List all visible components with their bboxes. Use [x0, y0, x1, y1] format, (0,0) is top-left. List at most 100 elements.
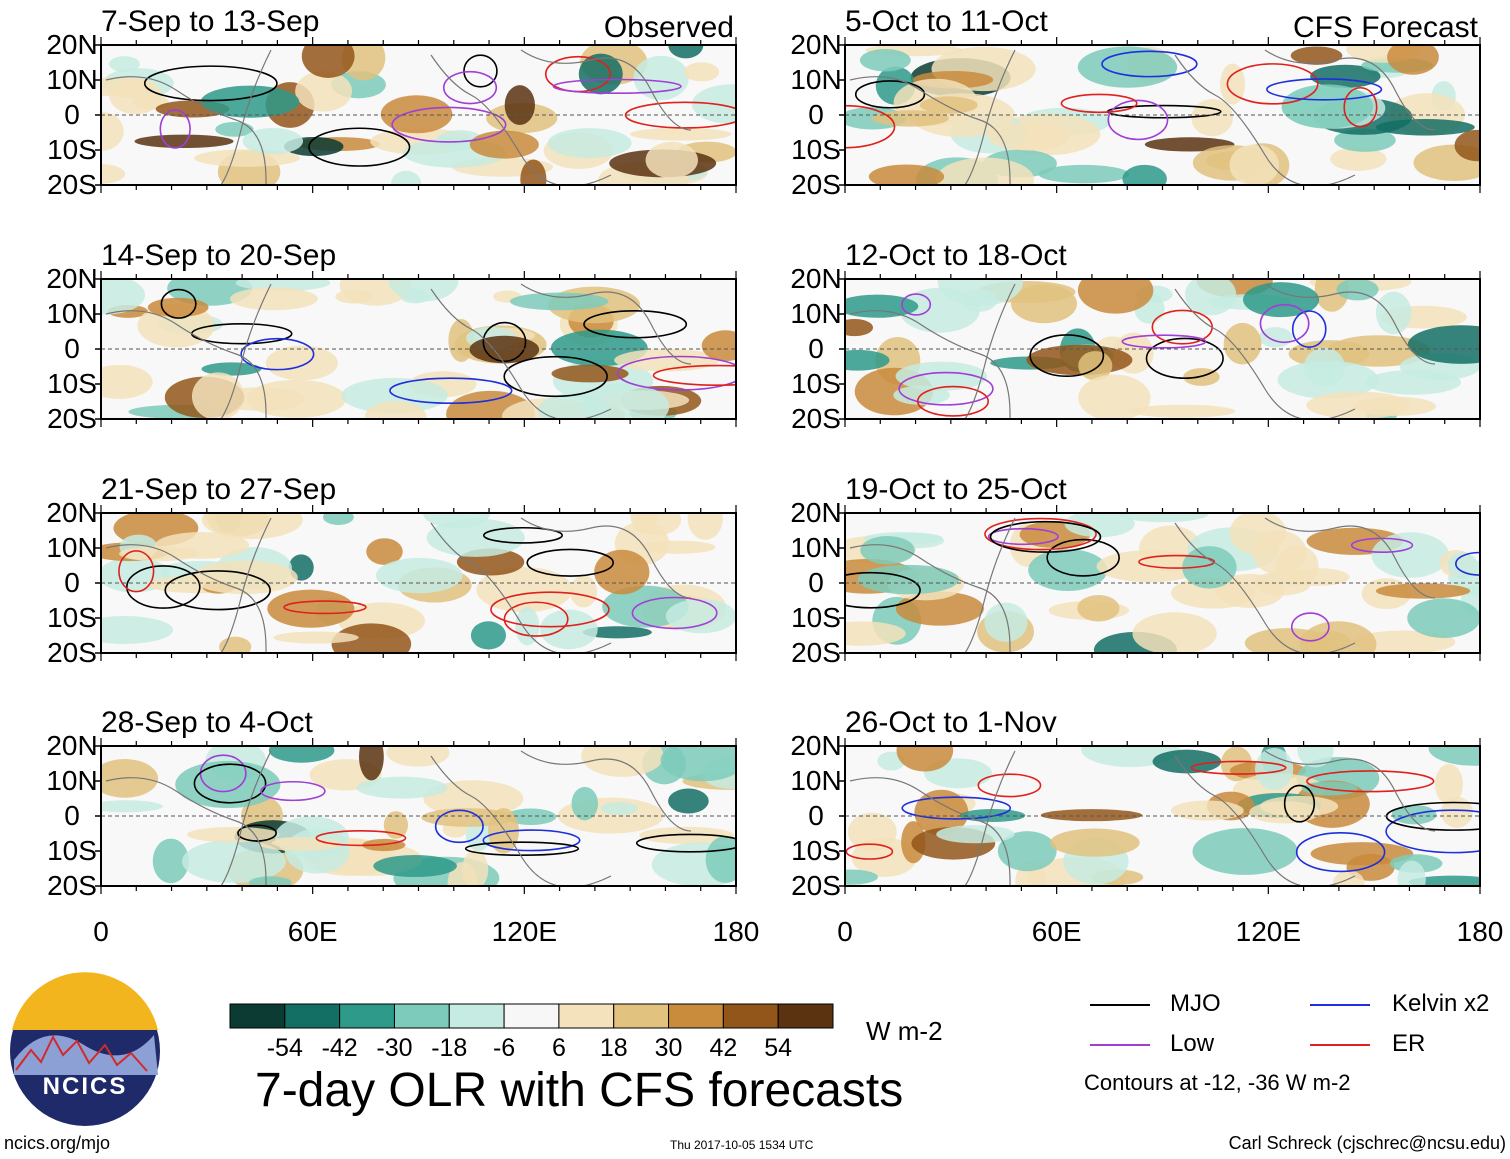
wave-contour [1291, 310, 1327, 348]
wave-contour [916, 385, 990, 417]
olr-anomaly-blob [246, 379, 347, 418]
colorbar-swatch [229, 1003, 286, 1029]
coastline [430, 288, 612, 419]
y-tick-label: 10N [790, 298, 841, 329]
olr-anomaly-blob [987, 122, 1070, 151]
olr-anomaly-blob [1258, 327, 1293, 348]
y-tick-label: 20S [791, 403, 841, 434]
olr-anomaly-blob [469, 335, 540, 364]
olr-anomaly-blob [1077, 279, 1154, 314]
olr-anomaly-blob [868, 164, 945, 185]
olr-anomaly-blob [668, 788, 709, 814]
olr-anomaly-blob [322, 513, 354, 525]
y-tick-label: 0 [808, 800, 824, 831]
y-tick-label: 20N [46, 263, 97, 294]
olr-anomaly-blob [914, 789, 969, 836]
olr-anomaly-field [845, 746, 1480, 886]
wave-contour [1101, 50, 1198, 78]
olr-anomaly-blob [1152, 749, 1222, 774]
wave-contour [1145, 337, 1224, 379]
olr-anomaly-blob [469, 130, 539, 159]
olr-anomaly-blob [1454, 129, 1480, 162]
olr-anomaly-blob [274, 816, 349, 858]
colorbar-label: 30 [655, 1034, 683, 1062]
olr-anomaly-blob [660, 746, 736, 782]
wave-contour [901, 796, 1012, 820]
wave-contour [624, 101, 736, 129]
olr-anomaly-blob [331, 623, 412, 653]
coastline [964, 283, 1016, 419]
legend-line-mjo [1090, 1004, 1150, 1006]
olr-anomaly-blob [267, 589, 355, 628]
olr-anomaly-blob [1334, 128, 1396, 152]
olr-anomaly-blob [470, 621, 507, 650]
coastline [430, 54, 612, 185]
olr-anomaly-blob [258, 837, 343, 851]
olr-anomaly-blob [871, 110, 949, 127]
olr-anomaly-blob [614, 348, 720, 372]
colorbar-label: -6 [493, 1034, 515, 1062]
olr-anomaly-blob [366, 538, 403, 565]
olr-anomaly-blob [1185, 279, 1237, 316]
colorbar-swatch [722, 1003, 779, 1029]
wave-contour [193, 763, 267, 804]
column-label: Observed [604, 11, 734, 44]
olr-anomaly-blob [1229, 513, 1287, 555]
legend-line-low [1090, 1044, 1150, 1046]
olr-anomaly-blob [859, 49, 911, 72]
olr-anomaly-blob [645, 141, 698, 179]
y-tick-label: 10S [791, 602, 841, 633]
olr-anomaly-blob [1408, 875, 1480, 886]
coastline [1264, 517, 1436, 599]
y-tick-label: 20N [46, 730, 97, 761]
coastline [520, 750, 692, 832]
coastline [849, 76, 1011, 185]
olr-anomaly-field [101, 746, 736, 886]
olr-anomaly-blob [571, 786, 599, 821]
olr-anomaly-blob [391, 170, 422, 185]
olr-anomaly-blob [1220, 63, 1246, 105]
olr-anomaly-blob [101, 364, 153, 399]
wave-contour [164, 570, 271, 611]
colorbar-label: -18 [431, 1034, 467, 1062]
wave-contour [1295, 832, 1386, 873]
wave-contour [464, 841, 580, 857]
olr-anomaly-blob [860, 536, 915, 565]
y-tick-label: 10S [47, 134, 97, 165]
wave-contour [854, 80, 926, 109]
wave-contour [463, 54, 498, 88]
coastline [849, 777, 1011, 886]
wave-contour [442, 70, 498, 105]
coastline [105, 310, 267, 419]
coastline [1174, 755, 1356, 886]
olr-anomaly-blob [101, 112, 124, 151]
y-tick-label: 0 [808, 567, 824, 598]
footer-author: Carl Schreck (cjschrec@ncsu.edu) [1228, 1133, 1506, 1153]
legend-line-kelvin [1310, 1004, 1370, 1006]
olr-anomaly-blob [578, 53, 623, 95]
coastline [1264, 283, 1436, 365]
wave-contour [1385, 809, 1480, 854]
olr-anomaly-blob [580, 383, 670, 419]
y-tick-label: 10N [46, 532, 97, 563]
y-tick-label: 0 [64, 99, 80, 130]
olr-anomaly-blob [1192, 828, 1298, 875]
wave-contour [482, 829, 581, 852]
y-tick-label: 10S [791, 134, 841, 165]
coastline [220, 283, 272, 419]
wave-contour [126, 565, 201, 609]
olr-anomaly-field [845, 513, 1480, 653]
olr-anomaly-blob [1129, 404, 1236, 418]
wave-contour [118, 550, 155, 593]
y-tick-label: 20S [47, 403, 97, 434]
wave-contour [1266, 78, 1383, 101]
olr-anomaly-blob [845, 869, 878, 885]
olr-anomaly-field [101, 513, 736, 653]
wave-contour [434, 809, 484, 844]
olr-anomaly-blob [551, 364, 629, 383]
colorbar-swatch [777, 1003, 834, 1029]
colorbar-label: -54 [267, 1034, 303, 1062]
olr-anomaly-field [101, 279, 736, 419]
olr-anomaly-blob [1407, 598, 1480, 638]
